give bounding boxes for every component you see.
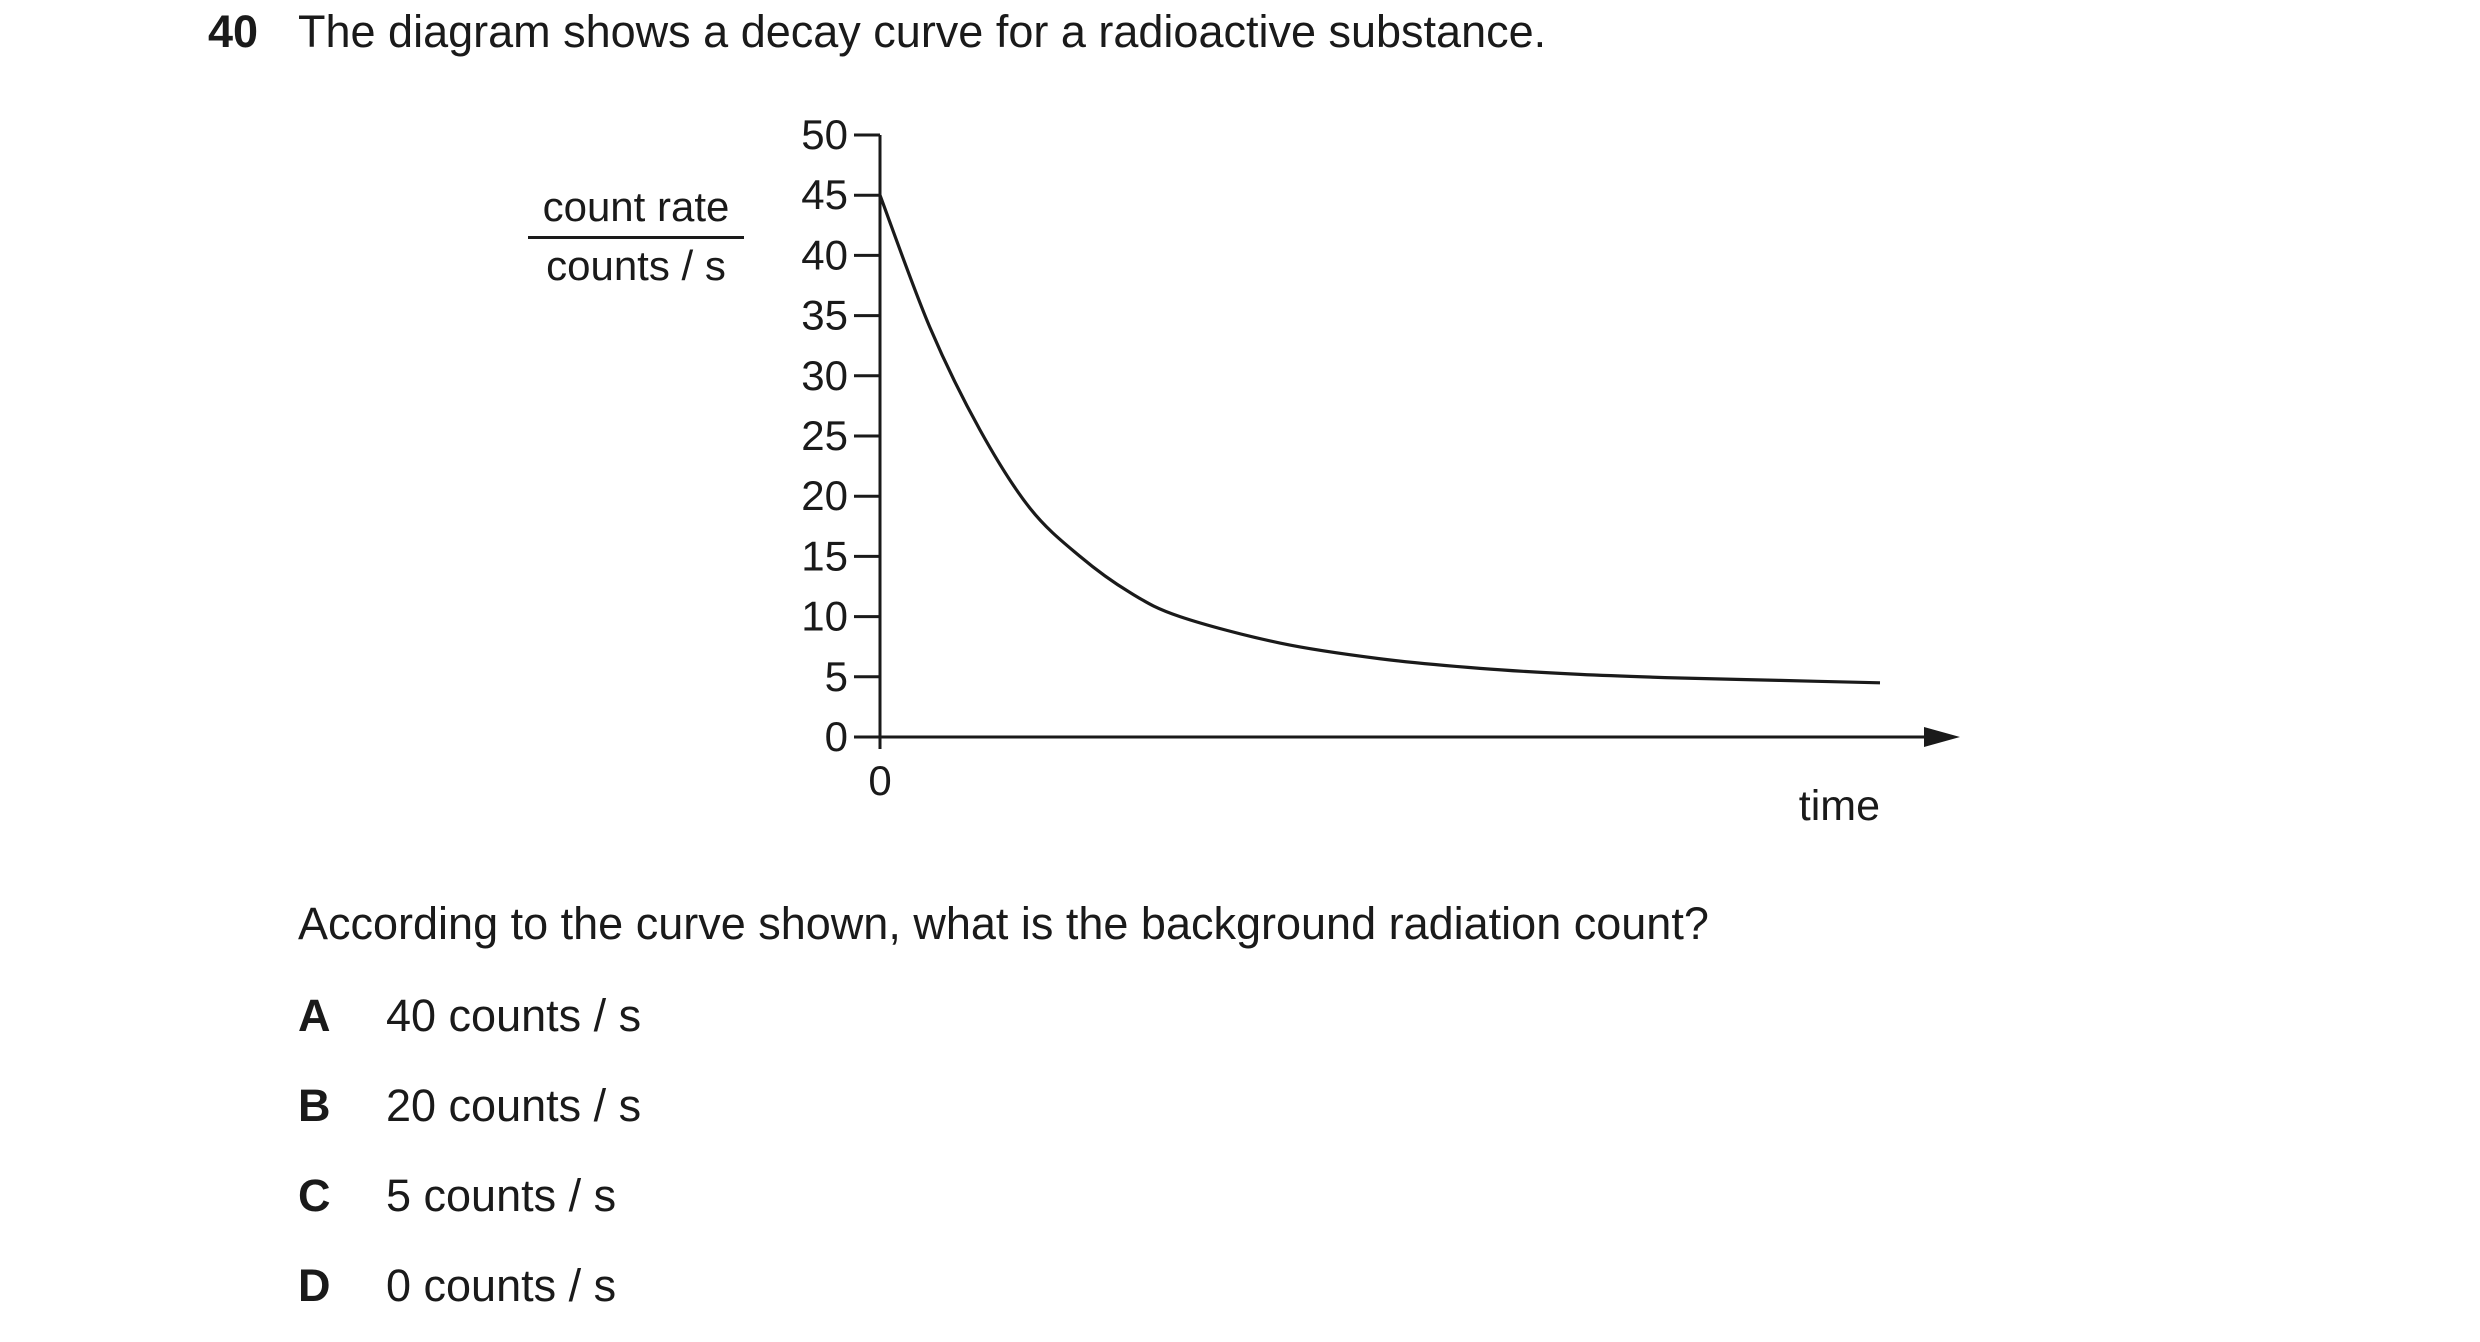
x-origin-label: 0 [868, 757, 891, 804]
question-prompt: According to the curve shown, what is th… [298, 898, 1709, 949]
option-d[interactable]: D 0 counts / s [298, 1260, 898, 1320]
y-tick-label-5: 5 [825, 653, 848, 700]
y-tick-label-20: 20 [801, 472, 848, 519]
decay-curve-chart: 0 5 10 15 20 25 30 35 40 45 50 0 time [801, 111, 1960, 830]
option-text: 20 counts / s [386, 1080, 642, 1131]
y-tick-label-0: 0 [825, 713, 848, 760]
y-tick-label-10: 10 [801, 593, 848, 640]
option-c[interactable]: C 5 counts / s [298, 1170, 898, 1230]
option-letter: B [298, 1080, 331, 1131]
question-number: 40 [208, 6, 259, 57]
question-intro: The diagram shows a decay curve for a ra… [298, 6, 1547, 57]
y-tick-label-50: 50 [801, 111, 848, 158]
y-axis-label: count rate counts / s [528, 182, 744, 291]
y-tick-label-30: 30 [801, 352, 848, 399]
option-letter: C [298, 1170, 331, 1221]
option-letter: A [298, 990, 331, 1041]
option-text: 5 counts / s [386, 1170, 617, 1221]
option-text: 40 counts / s [386, 990, 642, 1041]
option-text: 0 counts / s [386, 1260, 617, 1311]
option-letter: D [298, 1260, 331, 1311]
x-axis-label: time [1799, 782, 1880, 830]
y-tick-label-25: 25 [801, 412, 848, 459]
y-axis-label-quantity: count rate [528, 182, 744, 239]
y-tick-label-35: 35 [801, 292, 848, 339]
option-b[interactable]: B 20 counts / s [298, 1080, 898, 1140]
y-tick-label-15: 15 [801, 532, 848, 579]
y-tick-label-45: 45 [801, 171, 848, 218]
y-axis-label-unit: counts / s [546, 242, 726, 289]
y-tick-label-40: 40 [801, 231, 848, 278]
x-axis-arrow-icon [1924, 727, 1960, 747]
option-a[interactable]: A 40 counts / s [298, 990, 898, 1050]
decay-curve-line [878, 194, 1881, 685]
